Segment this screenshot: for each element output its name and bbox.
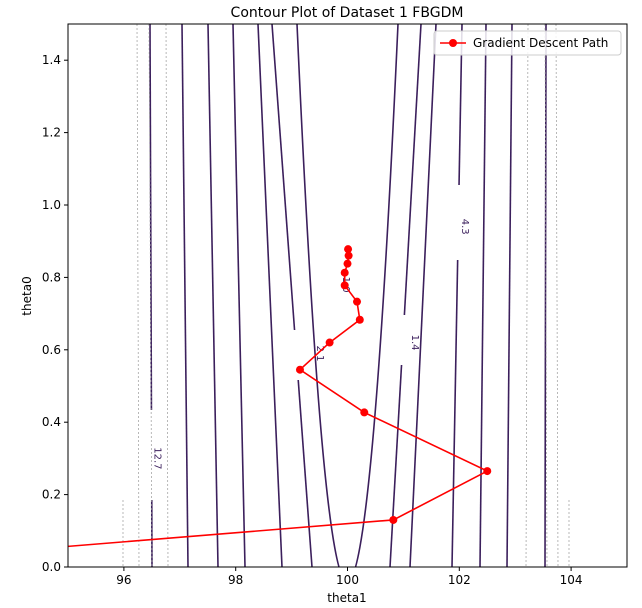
gradient-descent-line bbox=[68, 249, 490, 548]
x-tick-label: 104 bbox=[560, 573, 583, 587]
contour-level-2 bbox=[297, 379, 313, 567]
contour-level-5 bbox=[409, 24, 437, 567]
y-tick-label: 0.6 bbox=[42, 343, 61, 357]
contour-level-9 bbox=[479, 24, 487, 567]
contour-level-10 bbox=[181, 24, 189, 567]
contour-label: 2.1 bbox=[314, 345, 325, 361]
gradient-descent-point bbox=[340, 268, 349, 277]
gradient-descent-point bbox=[389, 515, 398, 524]
gradient-descent-point bbox=[353, 297, 362, 306]
gradient-descent-point bbox=[343, 259, 352, 268]
contour-level-1 bbox=[296, 24, 399, 567]
x-axis-label: theta1 bbox=[327, 591, 366, 605]
x-tick-label: 102 bbox=[448, 573, 471, 587]
x-tick-label: 96 bbox=[116, 573, 131, 587]
chart-title: Contour Plot of Dataset 1 FBGDM bbox=[231, 5, 464, 21]
x-axis-ticks: 96 98 100 102 104 bbox=[116, 567, 583, 587]
gradient-descent-point bbox=[355, 315, 364, 324]
contour-level-12 bbox=[149, 24, 153, 411]
faint-contour-4 bbox=[525, 24, 529, 567]
contour-level-4 bbox=[257, 24, 283, 567]
contour-level-8 bbox=[207, 24, 219, 567]
legend: Gradient Descent Path bbox=[433, 30, 622, 56]
y-tick-label: 1.0 bbox=[42, 198, 61, 212]
contour-level-6 bbox=[232, 24, 246, 567]
x-tick-label: 100 bbox=[336, 573, 359, 587]
contour-level-3 bbox=[389, 364, 403, 567]
y-tick-label: 0.0 bbox=[42, 560, 61, 574]
legend-marker bbox=[449, 39, 457, 47]
gradient-descent-point bbox=[360, 408, 369, 417]
y-tick-label: 0.2 bbox=[42, 488, 61, 502]
gradient-descent-point bbox=[483, 467, 492, 476]
contour-level-13 bbox=[544, 24, 547, 567]
gradient-descent-point bbox=[340, 281, 349, 290]
gradient-descent-path bbox=[68, 245, 492, 548]
faint-contour-5 bbox=[544, 24, 548, 567]
y-tick-label: 1.2 bbox=[42, 126, 61, 140]
contour-level-3 bbox=[403, 24, 422, 316]
faint-contour-2 bbox=[148, 24, 153, 567]
gradient-descent-point bbox=[325, 338, 334, 347]
contour-label: 12.7 bbox=[152, 447, 163, 469]
gradient-descent-point bbox=[344, 251, 353, 260]
y-tick-label: 0.8 bbox=[42, 270, 61, 284]
gradient-descent-point bbox=[295, 365, 304, 374]
contour-level-11 bbox=[506, 24, 513, 567]
faint-contour-3 bbox=[165, 24, 169, 567]
x-tick-label: 98 bbox=[228, 573, 243, 587]
contour-label: 1.4 bbox=[409, 335, 420, 351]
y-axis-ticks: 0.0 0.2 0.4 0.6 0.8 1.0 1.2 1.4 bbox=[42, 53, 68, 574]
faint-contour-6 bbox=[555, 24, 559, 567]
y-axis-label: theta0 bbox=[20, 276, 34, 315]
faint-contour-1 bbox=[136, 24, 140, 567]
contour-labels: 1.02.11.44.312.7 bbox=[152, 219, 470, 470]
gradient-descent-point bbox=[344, 245, 353, 254]
y-tick-label: 1.4 bbox=[42, 53, 61, 67]
legend-label: Gradient Descent Path bbox=[473, 36, 608, 50]
contour-lines bbox=[122, 24, 570, 567]
contour-level-2 bbox=[271, 24, 296, 331]
legend-box bbox=[433, 30, 622, 56]
contour-level-7 bbox=[451, 259, 459, 567]
contour-label: 4.3 bbox=[459, 219, 470, 235]
y-tick-label: 0.4 bbox=[42, 415, 61, 429]
